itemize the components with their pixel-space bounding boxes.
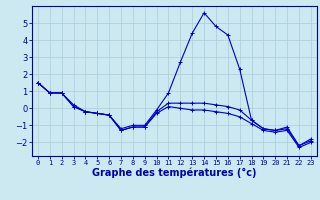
X-axis label: Graphe des températures (°c): Graphe des températures (°c) (92, 168, 257, 178)
